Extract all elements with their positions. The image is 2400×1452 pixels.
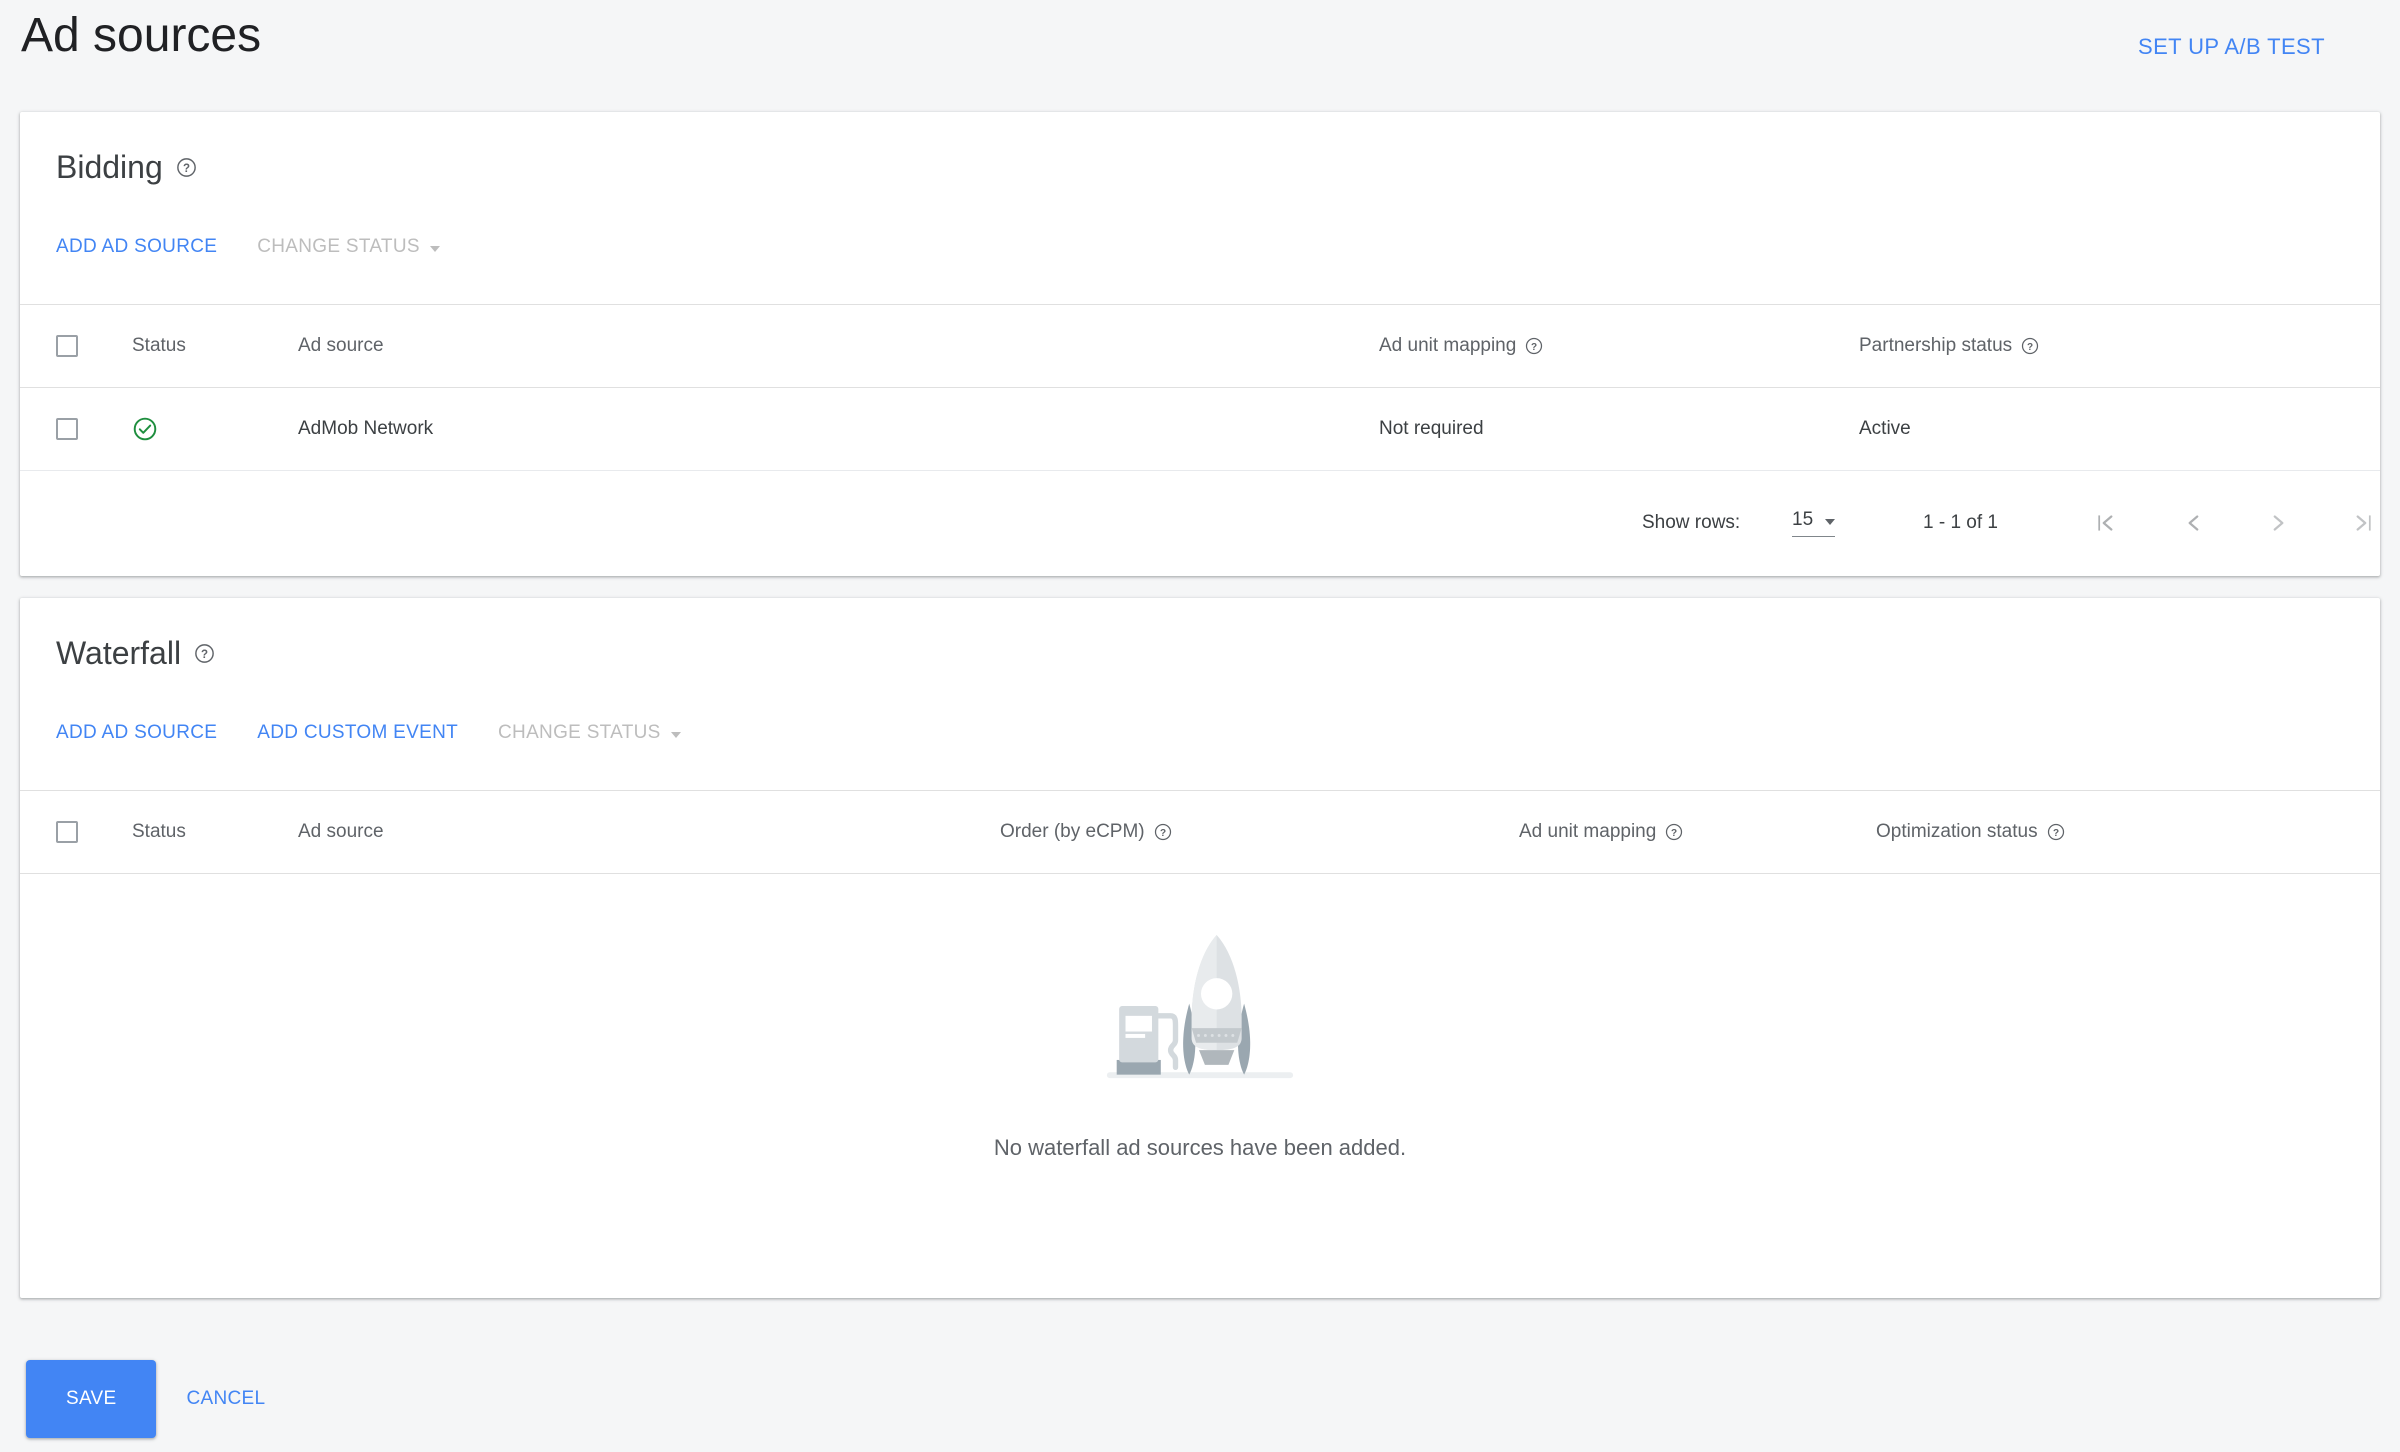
svg-text:?: ? bbox=[2053, 828, 2059, 839]
svg-text:?: ? bbox=[1671, 828, 1677, 839]
svg-text:?: ? bbox=[1531, 342, 1537, 353]
svg-text:?: ? bbox=[2027, 342, 2033, 353]
svg-text:?: ? bbox=[183, 163, 190, 175]
svg-text:?: ? bbox=[1160, 828, 1166, 839]
svg-text:?: ? bbox=[201, 649, 208, 661]
